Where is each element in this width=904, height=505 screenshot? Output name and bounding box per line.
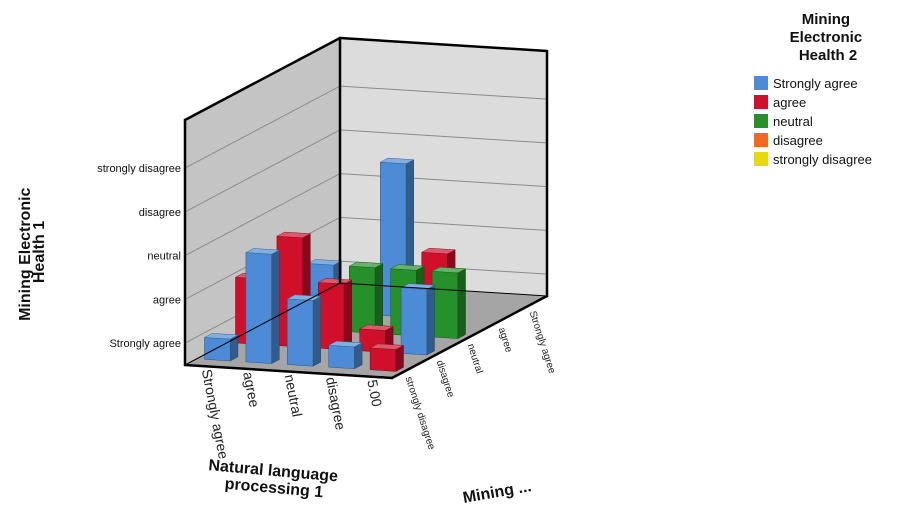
legend-item: neutral (754, 114, 813, 129)
bar-front (431, 271, 459, 339)
bar (327, 340, 363, 370)
x-tick-label: disagree (323, 376, 349, 432)
bar (317, 278, 353, 351)
bar-top (420, 247, 456, 255)
bar-side (343, 279, 352, 351)
z-tick-label: neutral (465, 343, 485, 375)
legend-items: Strongly agree agree neutral disagree strong… (754, 76, 872, 167)
legend-item: strongly disagree (754, 152, 872, 167)
bar-top (203, 333, 239, 340)
bar-top (431, 266, 467, 274)
bar-top (389, 264, 425, 271)
x-axis-title: Natural language processing 1 (206, 457, 343, 503)
chart-edges (183, 36, 549, 380)
bar (286, 294, 322, 367)
bar-side (457, 268, 466, 340)
bar-front (369, 347, 397, 372)
bar-side (354, 342, 363, 370)
legend-swatch (754, 76, 768, 90)
z-tick-label: agree (496, 326, 515, 354)
legend-label: disagree (773, 133, 823, 148)
chart-bars (203, 157, 467, 372)
x-tick-label: 5.00 (364, 378, 385, 408)
z-tick-label: strongly disagree (403, 375, 437, 451)
legend-label: agree (773, 95, 806, 110)
bar-front (349, 265, 376, 334)
y-tick-label: disagree (139, 207, 181, 219)
legend-title-line3: Health 2 (799, 47, 857, 64)
bar-front (400, 287, 428, 356)
y-axis-ticks: Strongly agree agree neutral disagree strong… (97, 163, 181, 350)
x-tick-label: Strongly agree (199, 368, 232, 461)
y-tick-label: neutral (147, 251, 181, 263)
bar-front (245, 252, 272, 364)
bar (245, 248, 281, 365)
y-axis-title-line1: Mining Electronic (17, 187, 34, 320)
legend-item: Strongly agree (754, 76, 858, 91)
z-tick-label: disagree (434, 359, 456, 399)
bar-top (379, 157, 415, 165)
y-axis-title-line2: Health 1 (31, 221, 48, 283)
z-axis-title: Mining ... (462, 478, 533, 505)
y-tick-label: Strongly agree (109, 338, 181, 350)
bar-top (348, 261, 384, 268)
bar-side (312, 295, 321, 367)
legend-label: strongly disagree (773, 152, 872, 167)
x-tick-label: neutral (282, 373, 306, 418)
legend-swatch (754, 133, 768, 147)
bar (369, 343, 405, 372)
bar (431, 266, 467, 340)
legend-swatch (754, 152, 768, 166)
z-tick-label: Strongly agree (527, 310, 558, 376)
chart-edge-inner (339, 282, 548, 297)
x-axis-ticks: Strongly agree agree neutral disagree 5.00 (199, 368, 386, 461)
legend-label: neutral (773, 114, 813, 129)
y-tick-label: agree (153, 294, 181, 306)
legend-swatch (754, 95, 768, 109)
legend-title: Mining Electronic Health 2 (790, 11, 867, 64)
chart-edge (183, 363, 394, 380)
legend-title-line2: Electronic (790, 29, 863, 46)
bar-side (426, 284, 435, 356)
x-tick-label: agree (240, 370, 263, 408)
bar-top (245, 248, 281, 255)
bar-top (286, 294, 322, 301)
chart-edge (338, 36, 549, 53)
y-tick-label: strongly disagree (97, 163, 181, 175)
bar-front (204, 337, 231, 362)
bar-top (276, 231, 312, 239)
bar-front (328, 345, 355, 370)
legend-title-line1: Mining (802, 11, 850, 28)
bar-top (400, 283, 436, 290)
chart-edge (183, 36, 342, 122)
legend-swatch (754, 114, 768, 128)
legend-item: disagree (754, 133, 823, 148)
bar-top (317, 278, 353, 285)
chart-edge-inner (184, 282, 341, 366)
legend: Mining Electronic Health 2 Strongly agre… (754, 11, 872, 167)
bar (203, 333, 239, 362)
bar-side (395, 344, 404, 372)
bar-top (307, 259, 343, 266)
bar-side (271, 249, 280, 365)
bar-side (374, 263, 383, 334)
legend-label: Strongly agree (773, 76, 858, 91)
bar (348, 261, 384, 334)
bar-top (369, 343, 405, 350)
chart-edge (390, 294, 549, 380)
y-axis-title: Mining Electronic Health 1 (17, 183, 48, 321)
bar-top (327, 340, 363, 348)
bar (400, 283, 436, 356)
bar-top (358, 324, 394, 331)
legend-item: agree (754, 95, 806, 110)
